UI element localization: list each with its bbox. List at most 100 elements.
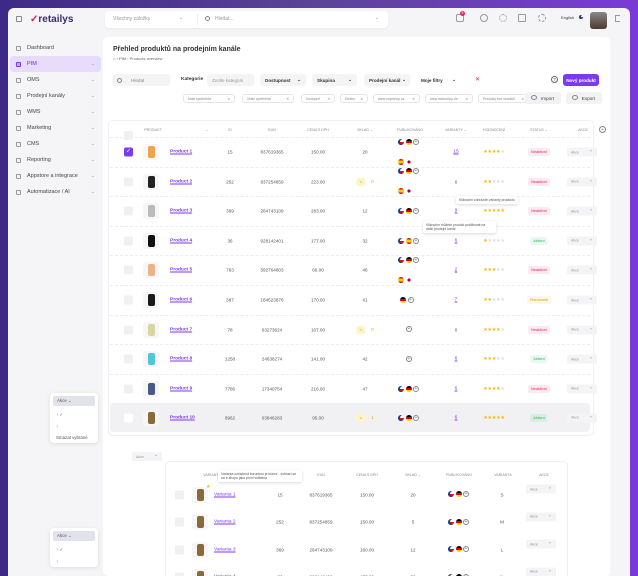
table-row[interactable]: Product 6 387 184523876 170.00 41 +7 ★★★★★ Plán… xyxy=(110,285,597,314)
availability-filter[interactable]: Dostupnost ⌄ xyxy=(260,74,306,86)
sidebar-item-prodejn-kan-ly[interactable]: Prodejní kanály ⌄ xyxy=(10,88,101,104)
channel-filter[interactable]: Prodejní kanál ⌄ xyxy=(364,74,410,86)
publish-add-icon[interactable]: + xyxy=(406,355,412,362)
col-variant-ean[interactable]: EAN xyxy=(317,473,325,477)
bookmarks-select[interactable]: Všechny záložky xyxy=(113,16,151,22)
publish-add-icon[interactable]: + xyxy=(413,414,419,421)
variant-row[interactable]: Varianta 2 252 837254859 150.00 5 + M Akce xyxy=(165,509,565,536)
group-filter[interactable]: Skupina ⌄ xyxy=(312,74,357,86)
action-menu-item[interactable]: ↑ xyxy=(56,559,59,564)
variant-name-link[interactable]: Varianta 3 xyxy=(214,547,236,552)
product-name-link[interactable]: Product 5 xyxy=(170,267,193,273)
add-column-icon[interactable]: + xyxy=(599,126,606,133)
row-action-select[interactable]: Akce xyxy=(567,384,597,394)
row-checkbox[interactable] xyxy=(175,545,184,554)
table-row[interactable]: Product 8 1258 24638274 141.00 42 +6 ★★★★★ Akti… xyxy=(110,344,597,373)
row-action-select[interactable]: Akce xyxy=(526,567,556,576)
sync-icon[interactable] xyxy=(518,14,526,22)
publish-add-icon[interactable]: + xyxy=(413,385,419,392)
row-action-select[interactable]: Akce xyxy=(567,236,597,246)
close-icon[interactable]: ✕ xyxy=(465,96,468,101)
help-icon[interactable]: ? xyxy=(551,76,558,83)
row-checkbox[interactable] xyxy=(124,354,133,364)
publish-add-icon[interactable]: + xyxy=(413,207,419,214)
product-name-link[interactable]: Product 8 xyxy=(170,356,193,362)
table-row[interactable]: Product 4 36 928142401 177.00 32 +6 ★★★★★ Aktiv… xyxy=(110,225,597,255)
avatar[interactable] xyxy=(590,12,607,29)
close-icon[interactable]: ✕ xyxy=(327,96,330,101)
row-checkbox[interactable] xyxy=(124,325,133,335)
sidebar-item-appstore-a-integrace[interactable]: Appstore a integrace ⌄ xyxy=(10,168,101,184)
row-checkbox[interactable]: ✓ xyxy=(124,147,133,157)
breadcrumb-pim[interactable]: PIM xyxy=(118,56,127,61)
clear-filters-icon[interactable]: ✕ xyxy=(475,77,481,83)
action-menu-title[interactable]: Akce ⌄ xyxy=(53,531,95,541)
variants-count-link[interactable]: 6 xyxy=(454,386,458,392)
action-menu-item[interactable]: ↑ ✓ xyxy=(56,412,64,417)
action-menu-item[interactable]: ↑ ✓ xyxy=(56,547,64,552)
row-checkbox[interactable] xyxy=(175,490,184,499)
sidebar-item-cms[interactable]: CMS ⌄ xyxy=(10,136,101,152)
publish-add-icon[interactable]: + xyxy=(406,326,412,333)
publish-add-icon[interactable]: + xyxy=(413,138,419,145)
category-select[interactable]: Zvolte kategorii xyxy=(207,74,254,86)
row-action-select[interactable]: Akce xyxy=(567,325,597,335)
variant-name-link[interactable]: Varianta 1 xyxy=(214,492,236,497)
delete-selected-item[interactable]: Smazat vybrané xyxy=(56,435,88,440)
variants-count-link[interactable]: 2 xyxy=(454,267,458,273)
sidebar-item-oms[interactable]: OMS ⌄ xyxy=(10,72,101,88)
table-row[interactable]: ✓ Product 1 15 837619365 150.00 20 +15 ★★★★★ Nea… xyxy=(110,137,597,166)
row-action-select[interactable]: Akce xyxy=(567,265,597,275)
help-icon[interactable] xyxy=(480,14,488,22)
table-row[interactable]: Product 3 369 284743109 283.00 12 +9 ★★★★★ Neak… xyxy=(110,196,597,225)
variant-row[interactable]: Varianta 3 369 284743109 160.00 12 + L Akce xyxy=(165,536,565,563)
select-all-checkbox[interactable] xyxy=(124,131,133,140)
col-variant-name[interactable]: VARIANTA xyxy=(203,473,221,477)
action-menu-title[interactable]: Akce ⌄ xyxy=(53,396,95,406)
export-button[interactable]: Export xyxy=(566,92,602,104)
close-icon[interactable]: ✕ xyxy=(521,96,524,101)
product-name-link[interactable]: Product 9 xyxy=(170,386,193,392)
sidebar-item-reporting[interactable]: Reporting ⌄ xyxy=(10,152,101,168)
filter-search-input[interactable]: Hledat xyxy=(112,74,170,86)
row-checkbox[interactable] xyxy=(124,413,133,423)
variant-row[interactable]: Varianta 4 36 928142400 177.00 32 + XL Akce xyxy=(165,564,565,576)
logo[interactable]: ✓retailys xyxy=(30,14,74,25)
row-action-select[interactable]: Akce xyxy=(567,147,597,157)
col-variants[interactable]: VARIANTY ⌄ xyxy=(445,128,467,132)
col-ean[interactable]: EAN xyxy=(268,128,276,132)
close-icon[interactable]: ✕ xyxy=(227,96,230,101)
sidebar-item-dashboard[interactable]: Dashboard xyxy=(10,40,101,56)
row-checkbox[interactable] xyxy=(124,236,133,246)
sun-icon[interactable] xyxy=(499,14,507,22)
variant-name-link[interactable]: Varianta 2 xyxy=(214,519,236,525)
variant-row[interactable]: ★ Varianta 1 15 837619365 150.00 20 + S Akce xyxy=(165,481,565,508)
action-menu-item[interactable]: ↑ xyxy=(56,424,59,429)
col-published[interactable]: PUBLIKOVÁNO xyxy=(397,128,423,132)
row-action-select[interactable]: Akce xyxy=(567,177,597,187)
publish-add-icon[interactable]: + xyxy=(407,296,414,303)
table-row[interactable]: Product 2 252 837254859 223.00 ↘ 0 +0 ★★★★★ Neak… xyxy=(110,166,597,196)
table-row[interactable]: Product 7 78 63273624 107.00 ↘ 0 +0 ★★★★★ Neakti… xyxy=(110,314,597,344)
row-action-select[interactable]: Akce xyxy=(567,206,597,216)
col-id[interactable]: ID xyxy=(228,128,232,132)
col-variant-published[interactable]: PUBLIKOVÁNO xyxy=(446,473,472,477)
row-action-select[interactable]: Akce xyxy=(567,354,597,364)
col-variant-price[interactable]: CENA S DPH xyxy=(356,473,378,477)
publish-add-icon[interactable]: + xyxy=(413,168,419,175)
resize-icon[interactable]: ↔ xyxy=(205,128,209,132)
import-button[interactable]: Import xyxy=(525,92,561,104)
variants-count-link[interactable]: 15 xyxy=(453,149,459,155)
my-filters[interactable]: Moje filtry ⌄ xyxy=(416,74,461,86)
product-name-link[interactable]: Product 2 xyxy=(170,179,193,185)
table-row[interactable]: Product 5 763 592764803 60.00 46 +2 ★★★★★ Neakt… xyxy=(110,255,597,284)
product-name-link[interactable]: Product 1 xyxy=(170,149,193,155)
publish-add-icon[interactable]: + xyxy=(463,546,469,553)
sidebar-item-pim[interactable]: PIM ⌄ xyxy=(10,56,101,72)
publish-add-icon[interactable]: + xyxy=(413,257,419,264)
new-product-button[interactable]: Nový produkt xyxy=(563,74,599,86)
sidebar-item-marketing[interactable]: Marketing ⌄ xyxy=(10,120,101,136)
variant-name-link[interactable]: Varianta 4 xyxy=(214,575,236,576)
col-stock[interactable]: SKLAD ⌄ xyxy=(357,128,373,132)
row-action-select[interactable]: Akce xyxy=(567,413,597,423)
